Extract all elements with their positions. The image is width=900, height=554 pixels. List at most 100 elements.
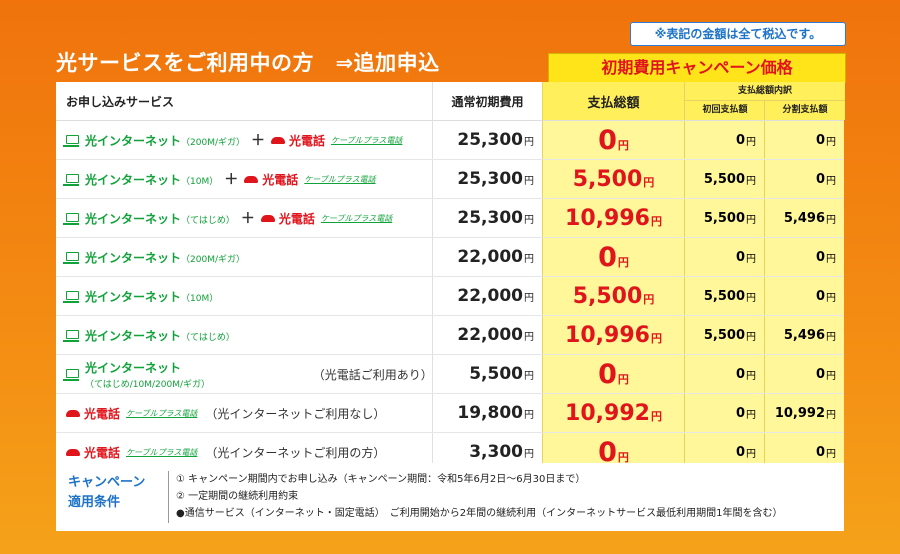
header-service: お申し込みサービス [66,94,175,109]
installment-payment-value: 0 [815,444,825,460]
internet-service-name: 光インターネット（10M） [85,172,219,187]
installment-payment: 10,992 円 [764,394,844,432]
yen-unit: 円 [524,175,534,187]
page-title: 光サービスをご利用中の方 ⇒追加申込 [56,51,440,75]
first-payment-value: 0 [735,132,745,148]
laptop-icon [63,290,79,303]
conditions-label: キャンペーン 適用条件 [68,473,160,513]
table-row: 光インターネット（10M） 22,000 円 5,500円 5,500 円 0 円 [56,277,844,316]
cable-plus-logo: ケーブルプラス電話 [331,135,403,145]
service-cell: 光インターネット（10M） ＋ 光電話 ケーブルプラス電話 [56,160,432,198]
yen-unit: 円 [524,331,534,343]
yen-unit: 円 [746,370,756,382]
yen-unit: 円 [524,214,534,226]
yen-unit: 円 [746,448,756,460]
header-standard: 通常初期費用 [432,82,542,120]
first-payment-value: 5,500 [703,288,745,304]
total-fee-value: 10,996円 [565,205,662,231]
service-note: （光インターネットご利用の方） [205,445,386,460]
laptop-icon [63,251,79,264]
phone-icon [271,136,285,144]
total-fee: 10,996円 [542,199,684,237]
conditions-divider [168,471,169,523]
yen-unit: 円 [643,175,655,189]
cable-plus-logo: ケーブルプラス電話 [320,213,393,223]
standard-fee: 25,300 円 [432,199,542,237]
yen-unit: 円 [524,370,534,382]
installment-payment-value: 5,496 [783,327,825,343]
total-fee-value: 0円 [598,124,629,156]
campaign-banner: 初期費用キャンペーン価格 [548,53,846,83]
table-row: 光インターネット（200M/ギガ）＋光電話 ケーブルプラス電話 25,300 円 0円 0… [56,121,844,160]
total-fee: 0円 [542,121,684,159]
header-first: 初回支払額 [684,101,765,120]
conditions-list: ① キャンペーン期間内でお申し込み（キャンペーン期間：令和5年6月2日～6月30… [176,471,782,522]
phone-icon [244,175,259,183]
laptop-icon [63,368,79,381]
installment-payment-value: 0 [815,132,825,148]
first-payment-value: 5,500 [703,171,745,187]
installment-payment-value: 10,992 [774,405,825,421]
total-fee: 5,500円 [542,277,684,315]
yen-unit: 円 [617,138,629,152]
phone-icon [260,214,275,222]
standard-fee: 22,000 円 [432,277,542,315]
service-cell: 光インターネット（200M/ギガ） [56,238,432,276]
internet-spec: （200M/ギガ） [181,137,245,148]
table-row: 光インターネット（200M/ギガ） 22,000 円 0円 0 円 0 円 [56,238,844,277]
cable-plus-logo: ケーブルプラス電話 [126,447,198,457]
standard-fee-value: 19,800 [457,403,523,423]
condition-line: ② 一定期間の継続利用約束 [176,491,299,502]
internet-spec: （てはじめ/10M/200M/ギガ） [84,379,211,390]
phone-service-name: 光電話 [84,445,121,460]
phone-service-name: 光電話 [262,172,299,187]
total-fee: 10,992円 [542,394,684,432]
first-payment-value: 0 [735,444,745,460]
yen-unit: 円 [746,409,756,421]
header-total: 支払総額 [542,82,684,120]
yen-unit: 円 [524,136,534,148]
installment-payment-value: 5,496 [783,210,825,226]
first-payment: 5,500 円 [684,316,764,354]
standard-fee: 25,300 円 [432,121,542,159]
yen-unit: 円 [826,175,836,187]
internet-spec: （10M） [181,293,219,304]
total-fee-value: 0円 [598,436,629,468]
yen-unit: 円 [643,292,655,306]
laptop-icon [63,329,79,342]
total-fee-value: 5,500円 [572,166,655,192]
yen-unit: 円 [746,175,756,187]
first-payment: 5,500 円 [684,199,764,237]
yen-unit: 円 [746,214,756,226]
first-payment-value: 0 [735,249,745,265]
table-row: 光電話 ケーブルプラス電話 （光インターネットご利用なし） 19,800 円 10,992… [56,394,844,433]
total-fee-value: 0円 [598,358,629,390]
total-fee-value: 5,500円 [572,283,655,309]
conditions-label-line: 適用条件 [68,495,121,510]
total-fee: 10,996円 [542,316,684,354]
standard-fee-value: 5,500 [469,364,523,384]
internet-service-name: 光インターネット（てはじめ） [85,211,235,226]
laptop-icon [63,173,79,186]
internet-service-name: 光インターネット（てはじめ/10M/200M/ギガ） [84,360,211,390]
standard-fee-value: 3,300 [469,442,523,462]
plus-sign: ＋ [224,172,239,188]
yen-unit: 円 [826,136,836,148]
total-fee-value: 0円 [598,241,629,273]
standard-fee-value: 25,300 [457,169,523,189]
standard-fee-value: 22,000 [457,286,523,306]
service-cell: 光インターネット（200M/ギガ） ＋ 光電話 ケーブルプラス電話 [56,121,432,159]
yen-unit: 円 [524,292,534,304]
table-row: 光インターネット（てはじめ） 22,000 円 10,996円 5,500 円 5,496 円 [56,316,844,355]
table-row: 光インターネット（てはじめ/10M/200M/ギガ） （光電話ご利用あり） 5,50… [56,355,844,394]
table-body: 光インターネット（200M/ギガ）＋光電話 ケーブルプラス電話 25,300 円 0円 0… [56,121,844,472]
total-fee: 0円 [542,355,684,393]
yen-unit: 円 [650,331,662,345]
yen-unit: 円 [826,409,836,421]
service-cell: 光電話 ケーブルプラス電話 （光インターネットご利用の方） [56,433,432,471]
phone-service-name: 光電話 [84,406,121,421]
yen-unit: 円 [524,409,534,421]
